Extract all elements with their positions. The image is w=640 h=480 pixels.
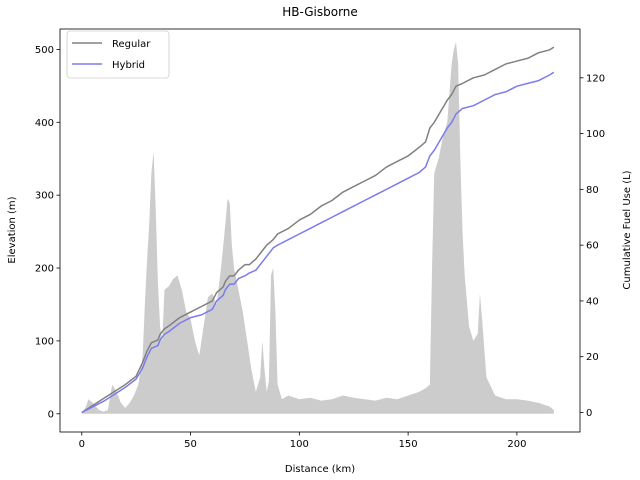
legend-label-hybrid: Hybrid <box>112 60 145 71</box>
x-tick-label: 50 <box>184 439 197 450</box>
fuel-lines-layer <box>81 46 555 414</box>
left-y-tick-label: 300 <box>35 191 54 202</box>
right-y-tick-label: 60 <box>586 241 599 252</box>
x-tick-label: 150 <box>399 439 418 450</box>
plot-frame <box>59 28 581 433</box>
right-y-tick-label: 120 <box>586 73 605 84</box>
x-tick-label: 100 <box>290 439 309 450</box>
right-y-tick-label: 40 <box>586 296 599 307</box>
series-line-regular <box>81 46 555 414</box>
right-y-tick-label: 80 <box>586 185 599 196</box>
left-y-tick-label: 100 <box>35 336 54 347</box>
right-y-tick-label: 20 <box>586 352 599 363</box>
chart-title: HB-Gisborne <box>282 5 358 19</box>
left-y-axis-ticks: 0 100 200 300 400 500 <box>35 45 60 420</box>
left-y-axis-label: Elevation (m) <box>7 196 18 263</box>
legend-label-regular: Regular <box>112 39 151 50</box>
left-y-tick-label: 200 <box>35 264 54 275</box>
elevation-area <box>81 42 554 414</box>
left-y-tick-label: 500 <box>35 45 54 56</box>
right-y-axis-ticks: 0 20 40 60 80 100 120 <box>580 73 605 419</box>
x-tick-label: 0 <box>79 439 85 450</box>
x-axis-label: Distance (km) <box>285 464 355 475</box>
right-y-axis-label: Cumulative Fuel Use (L) <box>622 170 633 289</box>
right-y-tick-label: 0 <box>586 408 592 419</box>
x-tick-label: 200 <box>507 439 526 450</box>
legend: Regular Hybrid <box>66 30 170 79</box>
elevation-area-layer <box>81 42 554 414</box>
right-y-tick-label: 100 <box>586 129 605 140</box>
x-axis-ticks: 0 50 100 150 200 <box>79 432 526 450</box>
left-y-tick-label: 0 <box>48 409 54 420</box>
series-line-hybrid <box>81 71 555 414</box>
left-y-tick-label: 400 <box>35 118 54 129</box>
